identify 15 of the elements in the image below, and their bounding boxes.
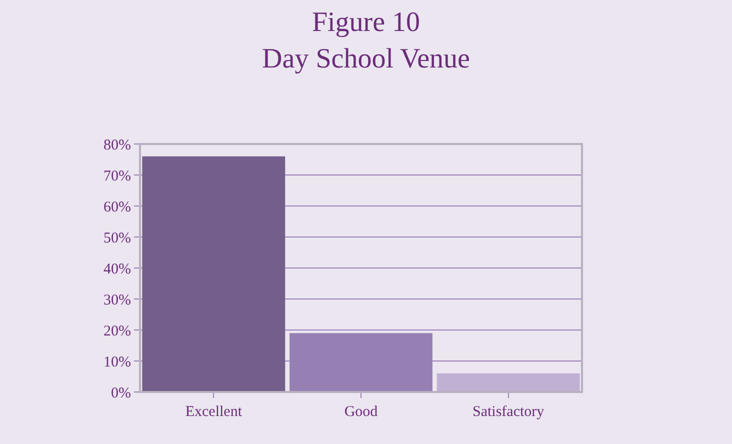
y-tick-label: 60% bbox=[104, 199, 131, 216]
chart-title: Figure 10 Day School Venue bbox=[262, 7, 470, 74]
x-tick-label: Excellent bbox=[185, 404, 243, 420]
y-tick-label: 70% bbox=[104, 168, 131, 184]
y-tick-label: 0% bbox=[111, 385, 131, 402]
bar bbox=[142, 156, 286, 392]
y-tick-label: 50% bbox=[104, 230, 131, 246]
x-tick-label: Satisfactory bbox=[472, 404, 545, 420]
bar bbox=[436, 373, 580, 392]
y-tick-label: 20% bbox=[104, 323, 131, 340]
y-tick-label: 80% bbox=[104, 137, 131, 154]
y-tick-label: 30% bbox=[104, 292, 131, 308]
y-tick-label: 40% bbox=[104, 261, 131, 278]
x-tick-label: Good bbox=[344, 404, 378, 420]
y-tick-label: 10% bbox=[104, 354, 131, 370]
